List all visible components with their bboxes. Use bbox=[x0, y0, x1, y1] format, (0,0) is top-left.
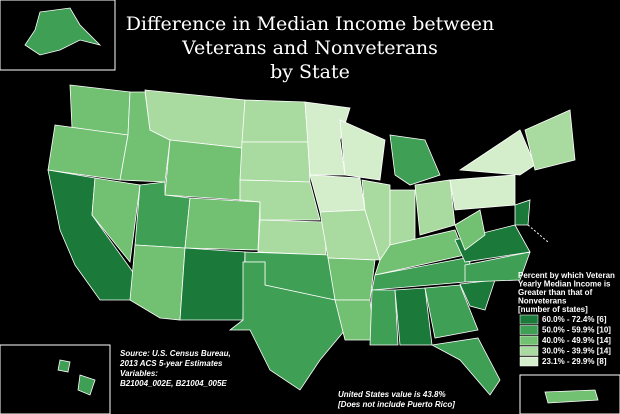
hawaii bbox=[77, 374, 96, 396]
legend-label: 60.0% - 72.4% [6] bbox=[542, 315, 607, 324]
legend-label: 30.0% - 39.9% [14] bbox=[542, 347, 611, 356]
title-line: Veterans and Nonveterans bbox=[181, 37, 438, 59]
source-line: B21004_002E, B21004_005E bbox=[120, 379, 227, 388]
note-line: [Does not include Puerto Rico] bbox=[337, 400, 455, 409]
source-line: Variables: bbox=[120, 369, 158, 378]
leader-line bbox=[527, 224, 549, 243]
legend-label: 50.0% - 59.9% [10] bbox=[542, 326, 611, 335]
legend-swatch bbox=[519, 346, 539, 356]
title-line: Difference in Median Income between bbox=[126, 13, 495, 35]
source-line: Source: U.S. Census Bureau, bbox=[120, 349, 231, 358]
alaska bbox=[24, 7, 102, 56]
legend-swatch bbox=[519, 335, 539, 346]
legend-label: 23.1% - 29.9% [8] bbox=[542, 357, 607, 366]
puerto-rico bbox=[544, 389, 599, 404]
title-line: by State bbox=[270, 61, 350, 83]
legend-title: Greater than that of bbox=[518, 288, 593, 297]
legend-title: Yearly Median Income is bbox=[518, 280, 611, 289]
source-line: 2013 ACS 5-year Estimates bbox=[119, 359, 223, 368]
note-line: United States value is 43.8% bbox=[338, 390, 446, 399]
legend-swatch bbox=[519, 314, 539, 325]
hawaii-inset bbox=[0, 344, 111, 414]
legend-label: 40.0% - 49.9% [14] bbox=[542, 336, 611, 345]
legend-title: Percent by which Veteran bbox=[518, 271, 615, 280]
legend-title: [number of states] bbox=[518, 305, 588, 314]
legend-swatch bbox=[519, 325, 539, 335]
legend-swatch bbox=[519, 356, 539, 367]
puerto-rico-inset bbox=[519, 374, 620, 414]
note: United States value is 43.8%[Does not in… bbox=[337, 390, 455, 409]
alaska-inset bbox=[0, 0, 116, 71]
source: Source: U.S. Census Bureau,2013 ACS 5-ye… bbox=[119, 349, 231, 388]
states bbox=[47, 84, 576, 396]
hawaii bbox=[57, 359, 71, 373]
legend-title: Nonveterans bbox=[518, 297, 567, 306]
title: Difference in Median Income between Vete… bbox=[126, 13, 495, 83]
